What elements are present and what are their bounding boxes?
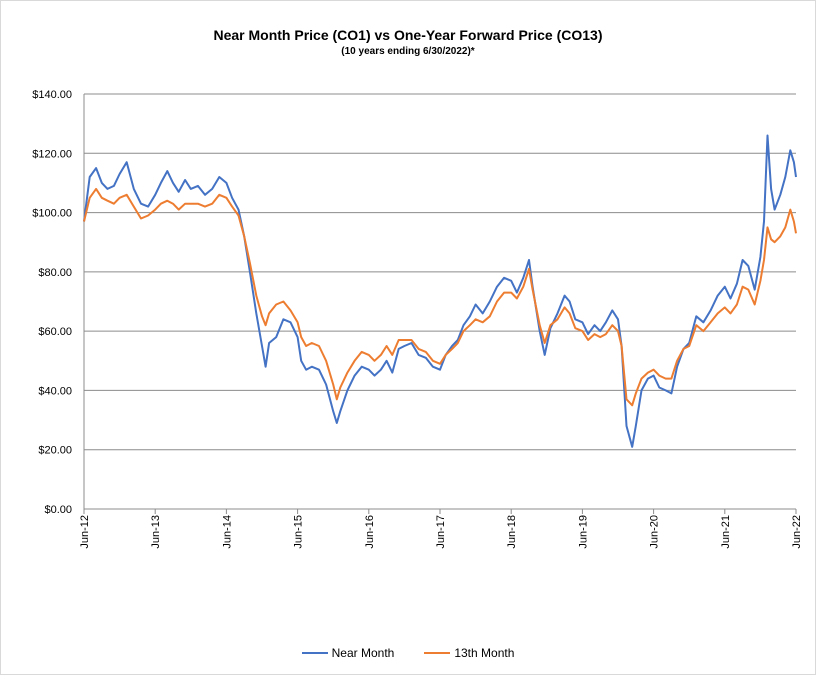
- x-tick-label: Jun-12: [79, 515, 91, 549]
- legend: Near Month 13th Month: [0, 646, 816, 660]
- y-tick-label: $40.00: [38, 385, 72, 397]
- y-tick-label: $140.00: [32, 89, 72, 101]
- legend-item-near-month: Near Month: [301, 646, 395, 660]
- series-line-near-month: [83, 134, 797, 448]
- legend-swatch-13th-month: [424, 652, 451, 654]
- legend-label-13th-month: 13th Month: [454, 646, 515, 660]
- y-tick-label: $100.00: [32, 208, 72, 220]
- y-axis-tick-labels: $0.00 $20.00 $40.00 $60.00 $80.00 $100.00 $120…: [32, 89, 72, 516]
- x-tick-label: Jun-18: [506, 515, 518, 549]
- axes: [83, 94, 797, 514]
- y-tick-label: $80.00: [38, 267, 72, 279]
- chart-subtitle: (10 years ending 6/30/2022)*: [341, 46, 475, 57]
- legend-label-near-month: Near Month: [331, 646, 395, 660]
- x-tick-label: Jun-13: [150, 515, 162, 549]
- series-lines: [83, 134, 797, 448]
- y-tick-label: $20.00: [38, 445, 72, 457]
- x-tick-label: Jun-16: [364, 515, 376, 549]
- x-tick-label: Jun-14: [221, 515, 233, 549]
- x-tick-label: Jun-15: [293, 515, 305, 549]
- x-tick-label: Jun-21: [720, 515, 732, 549]
- chart-title: Near Month Price (CO1) vs One-Year Forwa…: [213, 27, 603, 43]
- y-tick-label: $0.00: [44, 504, 72, 516]
- legend-swatch-near-month: [301, 652, 328, 654]
- x-tick-label: Jun-17: [435, 515, 447, 549]
- x-axis-tick-labels: Jun-12 Jun-13 Jun-14 Jun-15 Jun-16 Jun-17 Jun-…: [79, 515, 803, 549]
- x-tick-label: Jun-19: [577, 515, 589, 549]
- y-tick-label: $120.00: [32, 148, 72, 160]
- x-tick-label: Jun-20: [649, 515, 661, 549]
- x-tick-label: Jun-22: [791, 515, 803, 549]
- legend-item-13th-month: 13th Month: [424, 646, 514, 660]
- gridlines: [84, 93, 796, 451]
- y-tick-label: $60.00: [38, 326, 72, 338]
- series-line-13th-month: [83, 187, 797, 407]
